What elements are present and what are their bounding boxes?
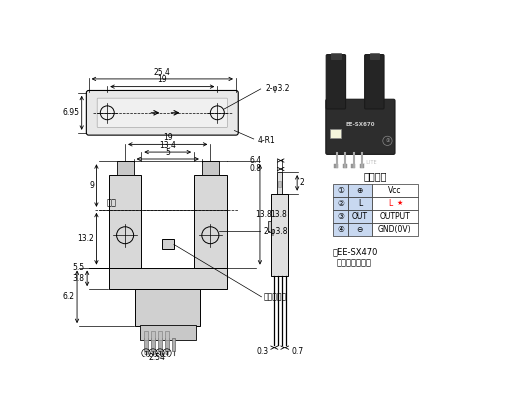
Bar	[371, 210, 418, 223]
Text: 5: 5	[165, 148, 170, 158]
FancyBboxPatch shape	[86, 91, 238, 135]
Bar	[343, 164, 347, 168]
Text: 13.8: 13.8	[255, 210, 271, 219]
Text: EE-SX670: EE-SX670	[345, 122, 375, 127]
Text: 13.2: 13.2	[77, 234, 94, 243]
Bar	[151, 331, 154, 340]
Bar	[333, 223, 349, 236]
Text: 光轴: 光轴	[106, 198, 117, 207]
Text: 6.2: 6.2	[63, 292, 75, 301]
Text: 13.4: 13.4	[159, 141, 176, 150]
Text: ④: ④	[165, 350, 169, 356]
Bar	[349, 184, 371, 197]
Text: 入光显示灯: 入光显示灯	[264, 292, 287, 301]
Bar	[277, 172, 282, 194]
Bar	[158, 338, 161, 351]
Bar	[349, 210, 371, 223]
Text: 0.7: 0.7	[292, 347, 304, 356]
Text: L: L	[388, 199, 392, 208]
Bar	[161, 239, 174, 249]
FancyBboxPatch shape	[97, 98, 227, 128]
Bar	[165, 331, 169, 340]
Text: 端子配置: 端子配置	[364, 171, 387, 181]
Bar	[360, 164, 364, 168]
Bar	[271, 194, 288, 276]
Text: 2-φ3.2: 2-φ3.2	[265, 85, 290, 93]
Bar	[117, 161, 133, 175]
Bar	[144, 338, 148, 351]
Bar	[330, 130, 340, 138]
Text: OUT: OUT	[352, 212, 368, 221]
Text: 4-R1: 4-R1	[258, 136, 275, 145]
Text: OUTPUT: OUTPUT	[380, 212, 410, 221]
Bar	[151, 338, 154, 351]
Bar	[140, 324, 196, 340]
Text: 6.95: 6.95	[62, 108, 79, 117]
Bar	[202, 161, 219, 175]
Text: ★: ★	[397, 200, 403, 206]
Bar	[349, 197, 371, 210]
Bar	[194, 175, 226, 267]
Bar	[331, 53, 340, 59]
Bar	[135, 289, 200, 326]
Text: ③: ③	[337, 212, 344, 221]
Text: 6.4: 6.4	[249, 156, 262, 165]
Text: 25.4: 25.4	[154, 68, 171, 77]
Text: ④: ④	[337, 225, 344, 234]
Bar	[349, 223, 371, 236]
Bar	[371, 197, 418, 210]
Bar	[144, 331, 148, 340]
Text: ＊EE-SX470: ＊EE-SX470	[333, 248, 378, 257]
Text: 2: 2	[299, 178, 304, 187]
Text: 19: 19	[163, 133, 173, 142]
Text: 3.8: 3.8	[73, 274, 85, 283]
Text: Vcc: Vcc	[388, 186, 402, 194]
Bar	[109, 175, 142, 267]
Bar	[369, 53, 379, 59]
Text: 2.54: 2.54	[148, 353, 165, 362]
FancyBboxPatch shape	[365, 55, 384, 109]
Text: 19: 19	[157, 75, 167, 84]
Text: ⊕: ⊕	[357, 186, 363, 194]
Bar	[333, 197, 349, 210]
Bar	[371, 223, 418, 236]
Text: ①: ①	[385, 138, 389, 143]
Text: ③: ③	[158, 350, 162, 356]
Text: 13.8: 13.8	[270, 210, 287, 219]
FancyBboxPatch shape	[326, 55, 345, 109]
Bar	[109, 267, 226, 289]
Bar	[158, 331, 161, 340]
Text: 0.8: 0.8	[249, 164, 262, 173]
Text: 2-φ3.8: 2-φ3.8	[264, 227, 288, 236]
Bar	[165, 338, 169, 351]
Bar	[334, 164, 338, 168]
Text: L: L	[358, 199, 362, 208]
Text: 9: 9	[89, 181, 94, 190]
Bar	[371, 184, 418, 197]
Text: ①: ①	[337, 186, 344, 194]
Text: L LITE: L LITE	[362, 160, 377, 164]
Text: ②: ②	[337, 199, 344, 208]
Text: 0.3: 0.3	[257, 347, 268, 356]
Bar	[278, 181, 281, 188]
Text: 为备用端子。: 为备用端子。	[337, 259, 371, 267]
Bar	[268, 221, 271, 232]
Text: 5.5: 5.5	[73, 263, 85, 272]
Bar	[172, 338, 175, 351]
Text: ②: ②	[151, 350, 155, 356]
Bar	[333, 184, 349, 197]
Text: GND(0V): GND(0V)	[378, 225, 412, 234]
Bar	[333, 210, 349, 223]
Text: ①: ①	[144, 350, 148, 356]
Text: ⊖: ⊖	[357, 225, 363, 234]
Bar	[352, 164, 355, 168]
FancyBboxPatch shape	[326, 99, 395, 154]
